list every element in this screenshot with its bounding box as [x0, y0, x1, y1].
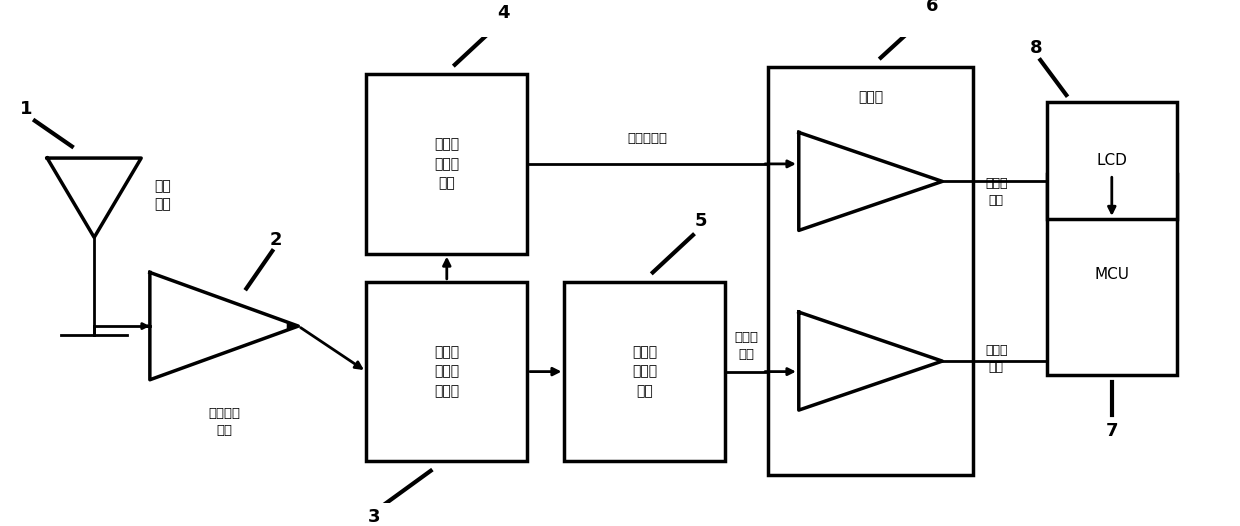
- Text: 微波频
率检测
模块: 微波频 率检测 模块: [434, 137, 459, 190]
- Polygon shape: [799, 133, 942, 230]
- Text: 微波功
率检测
模块: 微波功 率检测 模块: [632, 345, 657, 398]
- Polygon shape: [47, 158, 141, 237]
- Text: 2: 2: [270, 231, 283, 249]
- Text: 放大器: 放大器: [858, 90, 883, 104]
- Bar: [366, 74, 527, 254]
- Text: MCU: MCU: [1094, 267, 1130, 282]
- Text: 二号输
出口: 二号输 出口: [985, 343, 1007, 373]
- Text: 3: 3: [368, 509, 381, 526]
- Text: 六端口
悬臂梁
耦合器: 六端口 悬臂梁 耦合器: [434, 345, 459, 398]
- Text: 微波
天线: 微波 天线: [154, 179, 171, 211]
- Text: 二号输
入口: 二号输 入口: [735, 331, 759, 361]
- Text: 7: 7: [1106, 422, 1118, 440]
- Text: 6: 6: [925, 0, 937, 15]
- Text: 低噪声放
大器: 低噪声放 大器: [208, 407, 241, 437]
- Polygon shape: [150, 272, 299, 380]
- Bar: [1047, 102, 1177, 219]
- Polygon shape: [799, 312, 942, 410]
- Text: 1: 1: [20, 100, 32, 118]
- Text: 4: 4: [497, 4, 510, 23]
- Bar: [769, 67, 972, 476]
- Text: 8: 8: [1030, 39, 1043, 57]
- Bar: [366, 282, 527, 461]
- Text: LCD: LCD: [1096, 153, 1127, 168]
- Text: 一号输
出口: 一号输 出口: [985, 177, 1007, 207]
- Text: 5: 5: [694, 212, 707, 230]
- Text: 一号输入口: 一号输入口: [627, 132, 668, 145]
- Bar: [1047, 175, 1177, 375]
- Bar: [564, 282, 725, 461]
